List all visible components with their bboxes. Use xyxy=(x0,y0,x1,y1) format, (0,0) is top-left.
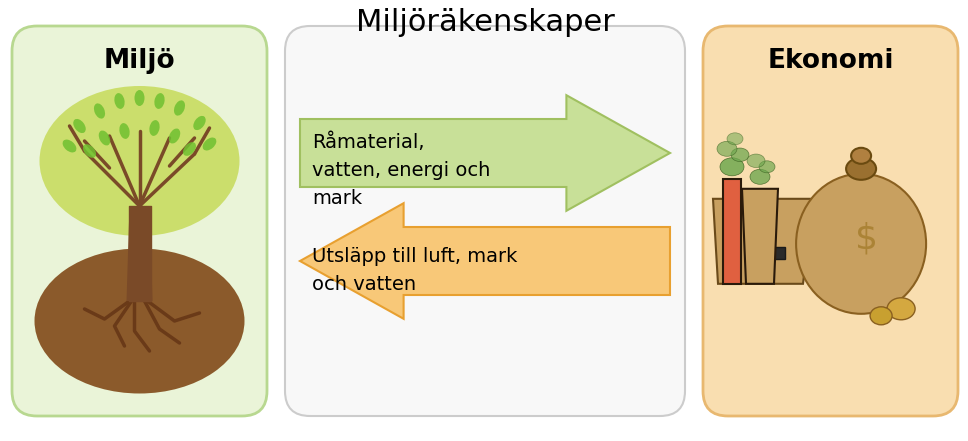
Ellipse shape xyxy=(717,141,737,156)
Bar xyxy=(748,244,766,259)
Ellipse shape xyxy=(40,86,239,236)
Text: Miljö: Miljö xyxy=(104,48,175,74)
Ellipse shape xyxy=(119,123,130,139)
Ellipse shape xyxy=(851,148,871,164)
FancyBboxPatch shape xyxy=(12,26,267,416)
Ellipse shape xyxy=(168,128,180,143)
Text: Miljöräkenskaper: Miljöräkenskaper xyxy=(355,8,615,37)
Ellipse shape xyxy=(183,142,196,156)
Ellipse shape xyxy=(727,133,743,145)
Text: $: $ xyxy=(855,222,878,256)
Ellipse shape xyxy=(149,120,160,136)
Polygon shape xyxy=(742,189,778,284)
Polygon shape xyxy=(300,203,670,319)
Ellipse shape xyxy=(154,93,165,109)
Ellipse shape xyxy=(35,248,245,393)
Ellipse shape xyxy=(194,116,205,130)
Polygon shape xyxy=(127,206,153,301)
Ellipse shape xyxy=(74,119,86,133)
Ellipse shape xyxy=(720,158,744,176)
Polygon shape xyxy=(300,95,670,211)
Text: Råmaterial,
vatten, energi och
mark: Råmaterial, vatten, energi och mark xyxy=(312,133,491,209)
Ellipse shape xyxy=(747,154,765,168)
Ellipse shape xyxy=(870,307,892,325)
Ellipse shape xyxy=(846,158,876,180)
Bar xyxy=(723,179,741,284)
Ellipse shape xyxy=(63,139,76,153)
Ellipse shape xyxy=(731,148,749,161)
Ellipse shape xyxy=(99,131,110,146)
Ellipse shape xyxy=(750,169,770,184)
Ellipse shape xyxy=(114,93,125,109)
Bar xyxy=(773,247,785,259)
FancyBboxPatch shape xyxy=(703,26,958,416)
Ellipse shape xyxy=(135,90,144,106)
Ellipse shape xyxy=(887,298,915,320)
Ellipse shape xyxy=(83,144,96,158)
Text: Utsläpp till luft, mark
och vatten: Utsläpp till luft, mark och vatten xyxy=(312,247,517,294)
Ellipse shape xyxy=(202,138,216,150)
Polygon shape xyxy=(713,199,813,284)
Ellipse shape xyxy=(94,103,106,119)
FancyBboxPatch shape xyxy=(285,26,685,416)
Ellipse shape xyxy=(796,174,926,314)
Ellipse shape xyxy=(759,161,775,173)
Ellipse shape xyxy=(174,101,185,116)
Text: Ekonomi: Ekonomi xyxy=(768,48,893,74)
